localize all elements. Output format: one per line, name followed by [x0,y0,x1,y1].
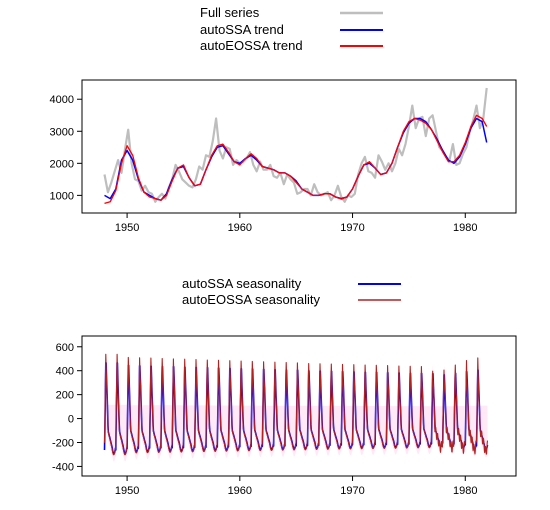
trend-y-tick-label: 3000 [50,126,74,138]
legend-label-autossa-trend: autoSSA trend [200,22,284,37]
legend-label-full-series: Full series [200,5,260,20]
seasonality-x-tick-label: 1950 [115,485,139,497]
trend-x-tick-label: 1970 [340,222,364,234]
trend-y-tick-label: 2000 [50,158,74,170]
seasonality-y-tick-label: 200 [56,390,74,402]
trend-x-tick-label: 1980 [453,222,477,234]
bottom-legend: autoSSA seasonality autoEOSSA seasonalit… [182,276,401,307]
legend-label-autoeossa-seasonality: autoEOSSA seasonality [182,292,321,307]
seasonality-y-tick-label: 400 [56,366,74,378]
seasonality-y-tick-label: 0 [68,414,74,426]
seasonality-x-tick-label: 1960 [228,485,252,497]
seasonality-y-axis: -400 -200 0 200 400 600 [52,342,82,473]
trend-plot-frame [81,79,517,214]
seasonality-y-tick-label: -400 [52,461,74,473]
trend-x-axis: 1950 1960 1970 1980 [115,213,478,234]
seasonality-series-group [103,353,489,462]
legend-label-autossa-seasonality: autoSSA seasonality [182,276,302,291]
seasonality-y-tick-label: 600 [56,342,74,354]
top-legend: Full series autoSSA trend autoEOSSA tren… [200,5,383,53]
autoeossa-trend-line [104,114,488,205]
seasonality-x-tick-label: 1970 [340,485,364,497]
trend-x-tick-label: 1950 [115,222,139,234]
full-series-line [103,87,488,203]
seasonality-x-tick-label: 1980 [453,485,477,497]
seasonality-panel: -400 -200 0 200 400 600 1950 1960 1970 1980 [52,335,517,497]
trend-series-group [103,87,488,205]
autoeossa-seasonality-line [103,353,489,456]
trend-y-axis: 1000 2000 3000 4000 [50,94,82,202]
seasonality-plot-frame [81,335,517,477]
trend-x-tick-label: 1960 [228,222,252,234]
seasonality-y-tick-label: -200 [52,437,74,449]
trend-y-tick-label: 1000 [50,190,74,202]
trend-panel: 1000 2000 3000 4000 1950 1960 1970 1980 [50,79,517,234]
legend-label-autoeossa-trend: autoEOSSA trend [200,38,303,53]
seasonality-x-axis: 1950 1960 1970 1980 [115,476,478,497]
trend-y-tick-label: 4000 [50,94,74,106]
